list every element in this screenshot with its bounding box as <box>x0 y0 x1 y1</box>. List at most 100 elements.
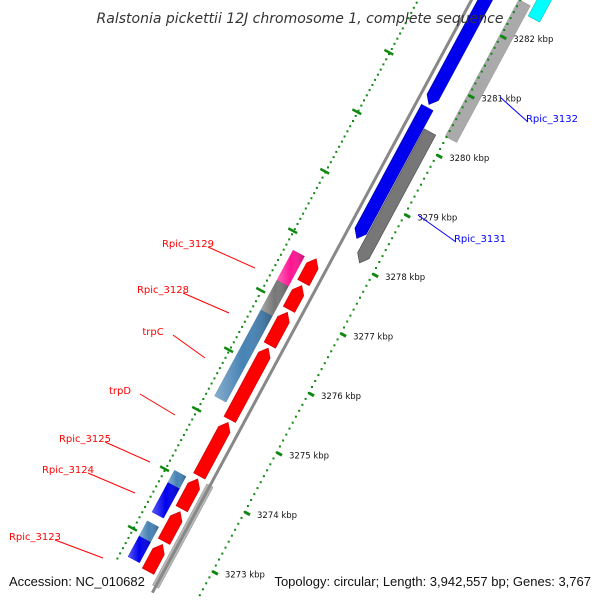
ruler-dot <box>250 499 253 501</box>
feature-tracks <box>127 0 552 589</box>
ruler-dot <box>291 421 294 424</box>
ruler-dot <box>285 243 288 246</box>
ruler-dot <box>432 159 435 162</box>
ruler-dot <box>509 17 512 20</box>
ruler-dot <box>310 197 313 200</box>
ruler-dot <box>404 22 407 25</box>
ruler-dot <box>401 27 404 30</box>
ruler-dot <box>302 212 305 215</box>
ruler-dot <box>318 181 321 184</box>
ruler-dot <box>230 346 232 349</box>
kbp-tick <box>308 391 315 398</box>
ruler-dot <box>218 558 220 561</box>
gene-leader-line <box>87 472 136 494</box>
gene-label: Rpic_3129 <box>162 239 214 250</box>
accession-label: Accession: NC_010682 <box>9 574 145 589</box>
ruler-dot <box>141 511 144 514</box>
ruler-dot <box>445 136 448 139</box>
ruler-dot <box>224 356 227 359</box>
forward-cds-arrow <box>263 311 290 349</box>
ruler-dot <box>407 207 410 210</box>
ruler-dot <box>471 88 474 91</box>
ruler-dot <box>474 82 477 85</box>
forward-cds-arrow <box>223 347 271 423</box>
ruler-dot <box>257 295 260 297</box>
ruler-dot <box>241 325 244 328</box>
ruler-dot <box>185 428 188 431</box>
ruler-dot <box>282 439 285 442</box>
ruler-tick <box>127 524 138 532</box>
ruler-dot <box>442 142 445 144</box>
ruler-dot <box>330 350 333 353</box>
ruler-dot <box>320 368 323 371</box>
ruler-dot <box>268 274 271 277</box>
kbp-tick <box>468 94 475 100</box>
kbp-tick-label: 3275 kbp <box>289 451 329 461</box>
forward-cds-arrow <box>141 543 165 575</box>
ruler-dot <box>274 264 277 267</box>
ruler-dot <box>191 418 194 421</box>
ruler-dot <box>419 183 422 186</box>
ruler-dot <box>234 528 237 531</box>
gene-label: trpC <box>142 327 163 338</box>
ruler-dot <box>349 125 352 128</box>
ruler-dot <box>199 403 202 406</box>
ruler-dot <box>266 469 269 472</box>
ruler-dot <box>271 269 274 272</box>
ruler-dot <box>333 344 336 347</box>
ruler-dot <box>336 338 339 341</box>
gene-label: Rpic_3125 <box>59 434 111 445</box>
ruler-dot <box>205 392 208 395</box>
ruler-dot <box>174 449 177 452</box>
ruler-dot <box>359 296 361 299</box>
map-title: Ralstonia pickettii 12J chromosome 1, co… <box>97 11 504 27</box>
outer-forward-feature-shading <box>277 250 305 287</box>
ruler-dot <box>221 552 224 555</box>
kbp-tick-label: 3281 kbp <box>481 94 521 104</box>
ruler-dot <box>240 516 243 519</box>
ruler-dot <box>516 5 518 8</box>
ruler-dot <box>169 459 171 462</box>
forward-cds-arrow <box>157 511 183 545</box>
ruler-dot <box>235 336 238 339</box>
kbp-tick <box>436 153 443 160</box>
kbp-tick <box>340 332 347 338</box>
forward-cds-arrow <box>175 478 200 513</box>
ruler-dot <box>157 480 160 483</box>
ruler-dot <box>138 516 141 519</box>
ruler-dot <box>313 192 316 195</box>
ruler-tick <box>159 465 170 473</box>
ruler-dot <box>321 176 324 179</box>
ruler-dot <box>133 526 135 529</box>
ruler-dot <box>451 124 454 127</box>
ruler-dot <box>374 78 377 81</box>
gene-leader-line <box>139 393 176 416</box>
ruler-dot <box>304 397 307 400</box>
ruler-dot <box>400 219 403 222</box>
chromosome-backbone <box>151 0 474 594</box>
ruler-dot <box>214 564 217 567</box>
ruler-dot <box>412 6 415 9</box>
outer-forward-feature-shading <box>139 520 159 542</box>
kbp-tick-label: 3273 kbp <box>225 570 265 580</box>
ruler-dot <box>259 481 262 484</box>
kbp-tick-label: 3278 kbp <box>385 273 425 283</box>
genome-summary: Topology: circular; Length: 3,942,557 bp… <box>274 574 591 589</box>
ruler-dot <box>413 195 416 198</box>
ruler-dot <box>188 423 191 426</box>
gene-label: trpD <box>109 386 131 397</box>
outer-forward-feature-shading <box>214 309 273 403</box>
ruler-dot <box>272 457 275 460</box>
forward-cds-arrow <box>193 421 231 480</box>
ruler-dot <box>144 506 147 508</box>
ruler-dot <box>149 495 152 498</box>
kbp-tick-label: 3277 kbp <box>353 332 393 342</box>
forward-cds-arrow <box>282 285 305 313</box>
ruler-tick <box>223 346 234 354</box>
gene-leader-line <box>172 334 206 359</box>
ruler-dot <box>355 302 358 305</box>
ruler-dot <box>152 490 155 493</box>
ruler-dot <box>205 582 208 585</box>
ruler-dot <box>368 89 371 92</box>
ruler-dot <box>278 445 281 448</box>
